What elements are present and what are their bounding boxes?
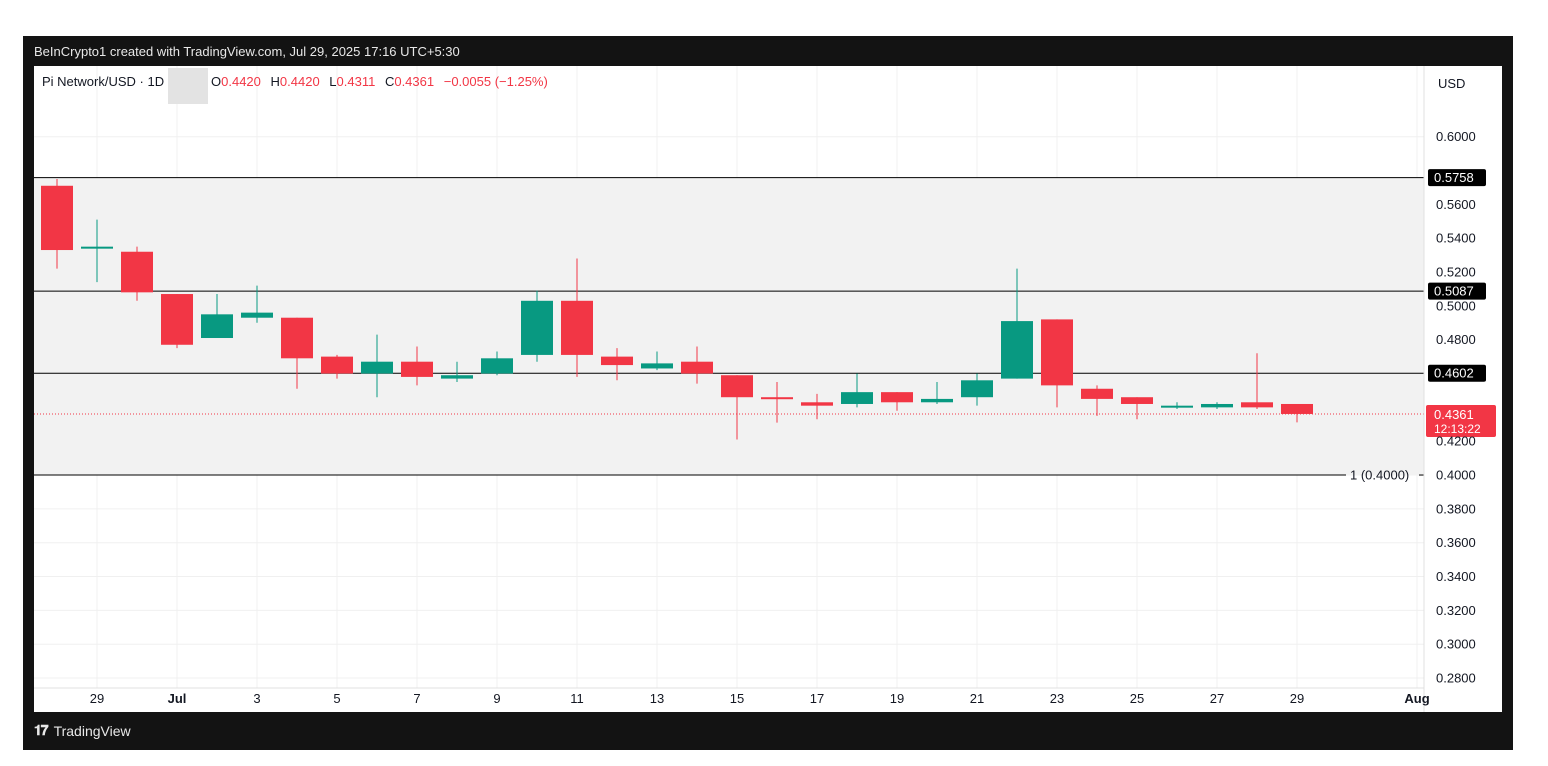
candle-body[interactable] bbox=[1241, 402, 1273, 408]
time-tick-label: 15 bbox=[730, 691, 744, 706]
level-price-tag bbox=[1428, 169, 1486, 187]
time-tick-label: 13 bbox=[650, 691, 664, 706]
low-value: 0.4311 bbox=[337, 74, 376, 89]
level-price-tag-label: 0.5087 bbox=[1434, 284, 1474, 299]
candle-body[interactable] bbox=[401, 361, 433, 377]
candle-body[interactable] bbox=[481, 358, 513, 374]
candle-body[interactable] bbox=[1201, 403, 1233, 408]
level-price-tag-label: 0.4602 bbox=[1434, 366, 1474, 381]
current-price-label: 0.4361 bbox=[1434, 407, 1474, 422]
candle-body[interactable] bbox=[801, 402, 833, 406]
ohlc-legend: Pi Network/USD · 1D O0.4420 H0.4420 L0.4… bbox=[42, 68, 548, 104]
candle-body[interactable] bbox=[641, 363, 673, 369]
price-tick-label: 0.4000 bbox=[1436, 468, 1476, 483]
brand-label: TradingView bbox=[53, 722, 131, 739]
candle-body[interactable] bbox=[841, 392, 873, 404]
close-label: C bbox=[385, 74, 394, 89]
price-tick-label: 0.4200 bbox=[1436, 434, 1476, 449]
time-tick-label: 9 bbox=[493, 691, 500, 706]
level-price-tag bbox=[1428, 364, 1486, 382]
price-tick-label: 0.4800 bbox=[1436, 332, 1476, 347]
currency-label: USD bbox=[1438, 76, 1465, 91]
candle-body[interactable] bbox=[361, 361, 393, 374]
price-tick-label: 0.3800 bbox=[1436, 501, 1476, 516]
tradingview-logo-icon: 𝟏𝟕 bbox=[34, 722, 49, 738]
candle-body[interactable] bbox=[441, 375, 473, 379]
time-tick-label: Aug bbox=[1404, 691, 1429, 706]
attribution-text: BeInCrypto1 created with TradingView.com… bbox=[34, 44, 460, 59]
candle-body[interactable] bbox=[1281, 403, 1313, 414]
candle-body[interactable] bbox=[601, 356, 633, 366]
open-value: 0.4420 bbox=[221, 74, 261, 89]
change-value: −0.0055 (−1.25%) bbox=[444, 74, 548, 89]
price-tick-label: 0.5200 bbox=[1436, 265, 1476, 280]
level-price-tag-label: 0.5758 bbox=[1434, 170, 1474, 185]
countdown-label: 12:13:22 bbox=[1434, 422, 1481, 436]
candle-body[interactable] bbox=[1041, 319, 1073, 386]
candle-body[interactable] bbox=[921, 398, 953, 403]
time-tick-label: 25 bbox=[1130, 691, 1144, 706]
time-tick-label: 17 bbox=[810, 691, 824, 706]
price-tick-label: 0.5600 bbox=[1436, 197, 1476, 212]
candle-body[interactable] bbox=[41, 185, 73, 251]
candle-body[interactable] bbox=[761, 397, 793, 400]
candle-body[interactable] bbox=[721, 375, 753, 398]
price-tick-label: 0.3400 bbox=[1436, 569, 1476, 584]
candle-body[interactable] bbox=[561, 300, 593, 355]
candle-body[interactable] bbox=[881, 392, 913, 403]
candle-body[interactable] bbox=[1121, 397, 1153, 404]
price-tick-label: 0.2800 bbox=[1436, 671, 1476, 686]
svg-text:O0.4420 H0.4420 L0: O0.4420 H0.4420 L0.4311 C0.4361 −0.0055 … bbox=[211, 74, 548, 89]
level-line-label: 1 (0.4000) bbox=[1350, 468, 1409, 483]
time-tick-label: 21 bbox=[970, 691, 984, 706]
candle-body[interactable] bbox=[81, 246, 113, 249]
level-price-tag bbox=[1428, 282, 1486, 300]
redacted-block bbox=[168, 68, 208, 104]
time-tick-label: 11 bbox=[570, 691, 584, 706]
candles bbox=[41, 178, 1313, 440]
low-label: L bbox=[329, 74, 336, 89]
price-tick-label: 0.3600 bbox=[1436, 535, 1476, 550]
time-tick-label: 19 bbox=[890, 691, 904, 706]
candle-body[interactable] bbox=[161, 294, 193, 345]
candle-body[interactable] bbox=[241, 312, 273, 318]
current-price-tag bbox=[1426, 404, 1496, 437]
time-tick-label: Jul bbox=[168, 691, 187, 706]
candle-body[interactable] bbox=[201, 314, 233, 339]
time-tick-label: 23 bbox=[1050, 691, 1064, 706]
price-tick-label: 0.3000 bbox=[1436, 637, 1476, 652]
symbol-label: Pi Network/USD · 1D bbox=[42, 74, 164, 89]
time-axis: 29 Jul 3 5 7 9 11 13 15 17 19 21 23 25 27 29 Aug bbox=[34, 687, 1430, 706]
price-tick-label: 0.6000 bbox=[1436, 129, 1476, 144]
candle-body[interactable] bbox=[681, 361, 713, 374]
time-tick-label: 29 bbox=[1290, 691, 1304, 706]
close-value: 0.4361 bbox=[394, 74, 434, 89]
candle-body[interactable] bbox=[1001, 321, 1033, 379]
range-zone-layer bbox=[34, 177, 1424, 476]
candle-body[interactable] bbox=[1161, 405, 1193, 408]
candle-body[interactable] bbox=[281, 317, 313, 359]
time-tick-label: 5 bbox=[333, 691, 340, 706]
time-tick-label: 29 bbox=[90, 691, 104, 706]
candle-body[interactable] bbox=[521, 300, 553, 355]
range-zone bbox=[34, 177, 1424, 476]
high-value: 0.4420 bbox=[280, 74, 320, 89]
candle-body[interactable] bbox=[321, 356, 353, 374]
price-tick-label: 0.3200 bbox=[1436, 603, 1476, 618]
high-label: H bbox=[271, 74, 280, 89]
price-tick-label: 0.5400 bbox=[1436, 231, 1476, 246]
candle-body[interactable] bbox=[121, 251, 153, 293]
open-label: O bbox=[211, 74, 221, 89]
time-tick-label: 3 bbox=[253, 691, 260, 706]
price-axis: 0.6000 0.5600 0.5400 0.5200 0.5000 0.4800 0.42… bbox=[1423, 66, 1476, 712]
tradingview-brand[interactable]: 𝟏𝟕 TradingView bbox=[34, 722, 131, 739]
candle-body[interactable] bbox=[961, 380, 993, 398]
level-lines: 0.5758 0.5087 0.4602 1 (0.4000) 0.436112:13:… bbox=[34, 169, 1496, 483]
time-tick-label: 7 bbox=[413, 691, 420, 706]
candle-body[interactable] bbox=[1081, 388, 1113, 399]
price-tick-label: 0.5000 bbox=[1436, 298, 1476, 313]
time-tick-label: 27 bbox=[1210, 691, 1224, 706]
